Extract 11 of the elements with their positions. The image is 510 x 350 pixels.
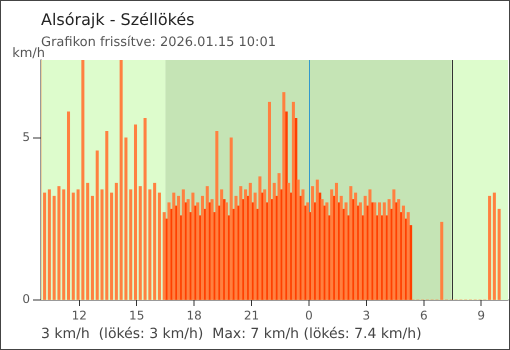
x-tick-label: 18 <box>186 308 202 322</box>
text: 3 km/h (lökés: 3 km/h) Max: 7 km/h (lökés: 7.4 km/h) <box>41 326 422 342</box>
x-tick-label: 21 <box>244 308 260 322</box>
x-tick-label: 3 <box>362 308 370 322</box>
x-tick-label: 0 <box>305 308 313 322</box>
x-tick-label: 6 <box>420 308 428 322</box>
x-tick-label: 9 <box>477 308 486 322</box>
y-tick-label: 5 <box>22 130 30 144</box>
x-tick-label: 12 <box>72 308 87 322</box>
x-tick-label: 15 <box>129 308 144 322</box>
chart-title: Alsórajk - Széllökés <box>41 10 195 29</box>
